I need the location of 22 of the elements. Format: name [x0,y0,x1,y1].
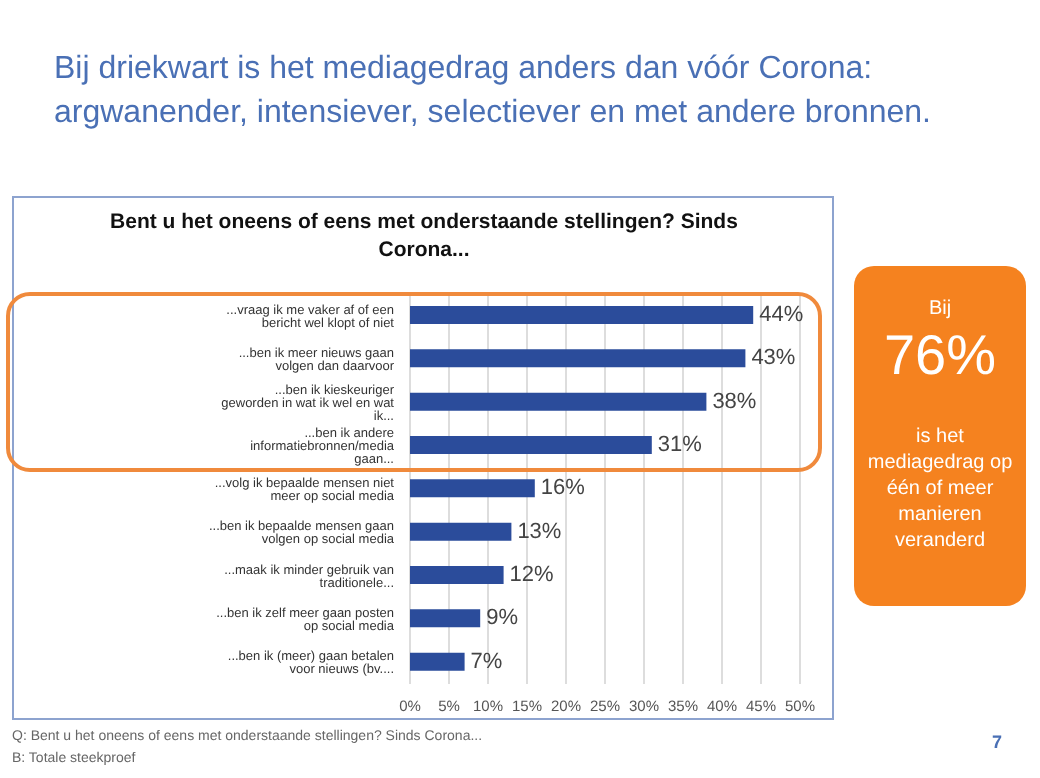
data-label: 44% [759,303,804,327]
bar [410,566,504,584]
bar [410,349,746,368]
bar [410,479,535,498]
bar [410,609,481,628]
bar [410,436,652,454]
data-label: 12% [509,563,555,587]
data-label: 13% [517,519,562,544]
text: 7 [992,732,1003,752]
data-label: 43% [751,346,796,371]
callout-card: Bij 76% is het mediagedrag op één of meer manieren veranderd [854,266,1026,606]
data-label: 7% [470,649,503,674]
bar [410,306,754,324]
chart-title: Bij driekwart is het mediagedrag anders dan vóór Corona: argwanender, intensiever, selectiever en met andere bronnen. [54,50,933,134]
data-label: 16% [540,476,586,501]
data-label: 31% [657,433,703,457]
bar [410,522,512,541]
bar [410,392,707,411]
data-label: 9% [486,606,519,631]
bar [410,652,465,671]
chart-subtitle: Bent u het oneens of eens met onderstaande stellingen? Sinds Corona... [108,208,740,264]
data-label: 38% [712,389,757,414]
